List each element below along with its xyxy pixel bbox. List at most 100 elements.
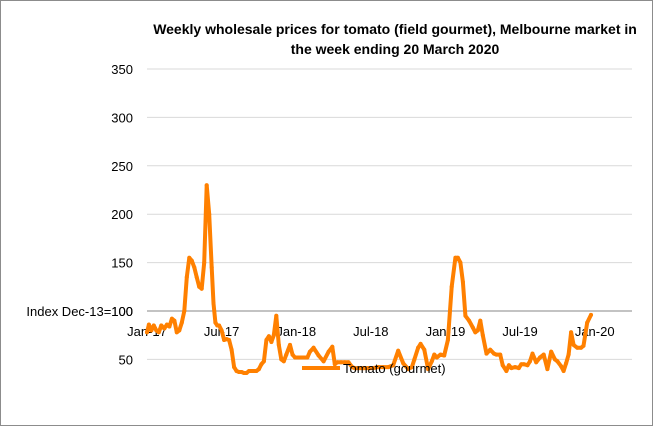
y-tick-label: 100 [111, 304, 133, 319]
data-point [418, 341, 423, 346]
data-point [229, 347, 234, 352]
data-point [432, 352, 437, 357]
data-point [274, 313, 279, 318]
data-point [571, 342, 576, 347]
data-point [467, 318, 472, 323]
data-point [530, 351, 535, 356]
data-point [376, 365, 381, 370]
data-point [256, 367, 261, 372]
data-point [396, 348, 401, 353]
data-point [504, 369, 509, 373]
data-point [525, 363, 530, 368]
data-point [566, 352, 571, 357]
data-point [366, 366, 371, 371]
data-point [217, 323, 222, 328]
data-point [401, 361, 406, 366]
data-point [227, 338, 232, 342]
data-point [146, 322, 151, 327]
data-point [321, 359, 326, 364]
data-point [290, 352, 295, 357]
data-point [276, 342, 281, 347]
data-point [555, 359, 560, 364]
data-point [412, 357, 417, 362]
data-point [475, 328, 480, 333]
x-tick-label: Jan-20 [575, 324, 615, 339]
data-point [559, 364, 564, 369]
data-point [167, 324, 172, 329]
data-point [426, 367, 431, 372]
data-point [156, 330, 161, 335]
data-point [269, 340, 274, 344]
data-point [182, 309, 187, 313]
y-tick-label: 150 [111, 256, 133, 271]
y-tick-label: 300 [111, 110, 133, 125]
series-points [145, 183, 593, 375]
data-point [177, 328, 182, 333]
data-point [549, 349, 554, 354]
data-point [189, 258, 194, 263]
data-point [339, 360, 343, 365]
x-tick-label: Jan-18 [276, 324, 316, 339]
data-point [371, 366, 376, 371]
data-point [455, 255, 460, 260]
data-point [516, 366, 521, 371]
data-point [184, 275, 189, 280]
data-point [259, 362, 264, 367]
x-tick-label: Jul-19 [502, 324, 537, 339]
data-point [416, 345, 421, 350]
data-point [438, 352, 443, 357]
x-tick-label: Jan-19 [426, 324, 466, 339]
data-point [506, 363, 511, 368]
data-point [478, 318, 483, 323]
x-tick-label: Jul-18 [353, 324, 388, 339]
data-point [288, 342, 292, 347]
data-point [342, 360, 347, 365]
data-point [445, 338, 450, 342]
y-tick-label: 250 [111, 159, 133, 174]
data-point [422, 347, 427, 352]
data-point [494, 352, 499, 357]
gridlines [147, 68, 632, 360]
chart-title-line-1: Weekly wholesale prices for tomato (fiel… [153, 21, 637, 37]
data-point [575, 345, 580, 350]
data-point [172, 318, 177, 323]
data-point [513, 365, 518, 370]
data-point [330, 344, 335, 349]
data-point [498, 352, 503, 357]
data-point [202, 260, 207, 265]
y-tick-label: 350 [111, 62, 133, 77]
data-point [247, 369, 251, 373]
data-point [538, 355, 542, 360]
data-point [311, 345, 316, 350]
data-point [301, 355, 306, 360]
data-point [434, 355, 439, 360]
data-point [500, 363, 505, 368]
data-point [145, 330, 149, 335]
data-point [589, 312, 593, 317]
data-point [281, 359, 286, 364]
data-point [463, 313, 468, 318]
data-point [204, 183, 209, 188]
data-point [266, 334, 271, 339]
data-point [162, 326, 167, 331]
data-point [470, 325, 475, 330]
data-point [209, 265, 214, 270]
data-point [361, 366, 366, 371]
x-axis-ticks: Jan-17Jul-17Jan-18Jul-18Jan-19Jul-19Jan-… [127, 324, 614, 339]
data-point [151, 323, 156, 328]
data-point [335, 360, 340, 365]
data-point [284, 352, 289, 357]
legend-label: Tomato (gourmet) [343, 361, 446, 376]
y-tick-label: 50 [119, 352, 133, 367]
data-point [534, 360, 539, 365]
data-point [192, 265, 197, 270]
data-point [458, 260, 463, 265]
data-point [207, 212, 212, 217]
y-axis-ticks: 350 300 250 200 150 100 50 [111, 62, 133, 367]
data-point [386, 365, 391, 370]
data-point [541, 352, 546, 357]
series-line-tomato-gourmet [145, 183, 593, 375]
data-point [187, 255, 192, 260]
data-point [179, 320, 184, 325]
data-point [199, 286, 204, 291]
